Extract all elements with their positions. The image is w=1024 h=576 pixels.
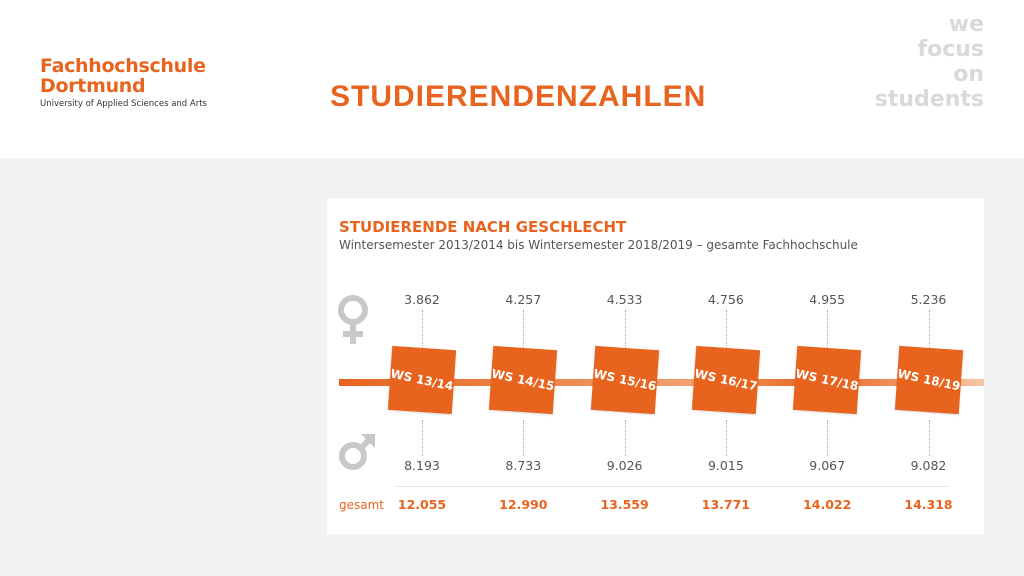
female-count: 4.955 bbox=[809, 292, 846, 307]
logo-line-1: Fachhochschule bbox=[40, 55, 206, 77]
slogan: we focus on students bbox=[875, 12, 984, 112]
connector-line bbox=[827, 420, 829, 456]
chart-subtitle: Wintersemester 2013/2014 bis Wintersemes… bbox=[339, 238, 858, 252]
slide-title: STUDIERENDENZAHLEN bbox=[330, 80, 707, 113]
logo-line-3: University of Applied Sciences and Arts bbox=[40, 99, 207, 109]
connector-line bbox=[624, 310, 626, 348]
header-band: Fachhochschule Dortmund University of Ap… bbox=[0, 0, 1024, 158]
male-count: 8.193 bbox=[404, 458, 440, 473]
semester-label: WS 18/19 bbox=[895, 366, 962, 394]
connector-line bbox=[928, 420, 930, 456]
chart-title: STUDIERENDE NACH GESCHLECHT bbox=[339, 218, 627, 236]
slogan-line: we bbox=[948, 12, 984, 37]
connector-line bbox=[422, 420, 423, 456]
semester-box: WS 13/14 bbox=[387, 345, 457, 415]
male-count: 9.026 bbox=[606, 458, 643, 473]
connector-line bbox=[422, 310, 423, 348]
logo-line-2: Dortmund bbox=[40, 75, 146, 97]
connector-line bbox=[827, 310, 829, 348]
gender-chart-card: STUDIERENDE NACH GESCHLECHT Wintersemest… bbox=[327, 198, 984, 534]
male-count: 9.082 bbox=[910, 458, 947, 473]
timeline-bar bbox=[339, 379, 984, 386]
male-count: 9.067 bbox=[809, 458, 846, 473]
slogan-line: students bbox=[874, 87, 984, 112]
total-count: 13.771 bbox=[701, 497, 751, 512]
connector-line bbox=[725, 310, 727, 348]
connector-line bbox=[523, 310, 525, 348]
semester-box: WS 16/17 bbox=[691, 345, 761, 415]
semester-label: WS 15/16 bbox=[591, 366, 658, 394]
female-count: 5.236 bbox=[910, 292, 947, 307]
semester-box: WS 18/19 bbox=[894, 345, 963, 415]
semester-label: WS 17/18 bbox=[794, 366, 860, 394]
male-symbol-icon bbox=[339, 433, 376, 470]
connector-line bbox=[725, 420, 727, 456]
total-count: 12.990 bbox=[499, 497, 548, 512]
connector-line bbox=[523, 420, 525, 456]
total-count: 14.022 bbox=[803, 497, 852, 512]
female-symbol-icon bbox=[338, 295, 368, 344]
connector-line bbox=[624, 420, 626, 456]
male-count: 8.733 bbox=[505, 458, 542, 473]
university-logo: Fachhochschule Dortmund University of Ap… bbox=[40, 56, 207, 109]
male-count: 9.015 bbox=[707, 458, 744, 473]
semester-label: WS 16/17 bbox=[693, 366, 759, 394]
slogan-line: focus bbox=[917, 37, 984, 62]
female-count: 4.756 bbox=[707, 292, 744, 307]
semester-label: WS 14/15 bbox=[490, 366, 556, 394]
slogan-line: on bbox=[953, 62, 984, 87]
semester-box: WS 15/16 bbox=[590, 345, 659, 415]
connector-line bbox=[928, 310, 930, 348]
total-count: 13.559 bbox=[600, 497, 649, 512]
total-count: 14.318 bbox=[904, 497, 953, 512]
semester-box: WS 17/18 bbox=[793, 345, 862, 415]
total-count: 12.055 bbox=[397, 497, 447, 512]
total-label: gesamt bbox=[339, 498, 384, 512]
semester-label: WS 13/14 bbox=[389, 366, 455, 394]
female-count: 3.862 bbox=[404, 292, 440, 307]
semester-box: WS 14/15 bbox=[489, 345, 558, 415]
female-count: 4.533 bbox=[606, 292, 643, 307]
total-divider bbox=[395, 486, 950, 487]
female-count: 4.257 bbox=[505, 292, 542, 307]
